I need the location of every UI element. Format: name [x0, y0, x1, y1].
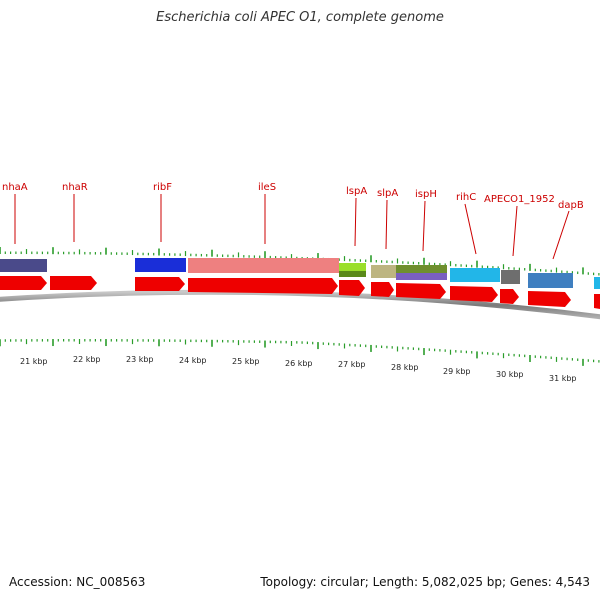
gene-arrow-ileS[interactable]: [188, 278, 338, 294]
kbp-label-28: 28 kbp: [391, 363, 419, 372]
gene-label-leaders: [14, 194, 570, 260]
feature-lspA-b[interactable]: [339, 271, 366, 277]
feature-nhaA[interactable]: [0, 259, 47, 272]
gene-label-nhaA[interactable]: nhaA: [2, 182, 28, 193]
gene-arrow-nhaR[interactable]: [50, 276, 97, 290]
feature-edge[interactable]: [594, 277, 600, 289]
feature-lspA[interactable]: [339, 263, 366, 271]
genome-info-label: Topology: circular; Length: 5,082,025 bp…: [260, 575, 590, 589]
gene-label-rihC[interactable]: rihC: [456, 192, 476, 203]
feature-dapB[interactable]: [528, 273, 573, 288]
gene-arrow-ispH[interactable]: [396, 283, 446, 299]
gene-arrow-rihC[interactable]: [450, 286, 498, 302]
gene-arrow-track: [0, 276, 600, 309]
kbp-label-25: 25 kbp: [232, 357, 260, 366]
gene-arrow-slpA[interactable]: [371, 282, 394, 297]
gene-arrow-dapB[interactable]: [528, 291, 571, 307]
gene-arrow-edge[interactable]: [594, 294, 600, 309]
gene-label-APECO1_1952[interactable]: APECO1_1952: [484, 194, 555, 205]
gene-arrow-APECO1_1952[interactable]: [500, 289, 519, 304]
feature-APECO1_1952[interactable]: [501, 270, 520, 284]
accession-label: Accession: NC_008563: [9, 575, 146, 589]
cog-feature-track: [0, 258, 600, 289]
gene-arrow-lspA[interactable]: [339, 280, 365, 296]
gene-labels: nhaA nhaR ribF ileS lspA slpA ispH rihC …: [2, 182, 584, 211]
map-title: Escherichia coli APEC O1, complete genom…: [156, 10, 444, 25]
feature-ispH[interactable]: [396, 265, 447, 273]
inner-tick-marks: [0, 339, 600, 366]
kbp-label-26: 26 kbp: [285, 359, 313, 368]
kbp-label-29: 29 kbp: [443, 367, 471, 376]
feature-ispH-b[interactable]: [396, 273, 447, 280]
gene-label-slpA[interactable]: slpA: [377, 188, 398, 199]
feature-ribF[interactable]: [135, 258, 186, 272]
gene-label-lspA[interactable]: lspA: [346, 186, 367, 197]
kbp-label-24: 24 kbp: [179, 356, 207, 365]
gene-label-ispH[interactable]: ispH: [415, 189, 437, 200]
gene-label-ileS[interactable]: ileS: [258, 182, 276, 193]
gene-label-ribF[interactable]: ribF: [153, 182, 172, 193]
kbp-scale-labels: 21 kbp 22 kbp 23 kbp 24 kbp 25 kbp 26 kb…: [20, 355, 577, 383]
kbp-label-23: 23 kbp: [126, 355, 154, 364]
feature-slpA[interactable]: [371, 265, 396, 278]
kbp-label-27: 27 kbp: [338, 360, 366, 369]
kbp-label-31: 31 kbp: [549, 374, 577, 383]
gene-arrow-ribF[interactable]: [135, 277, 185, 291]
feature-ileS[interactable]: [188, 258, 339, 273]
kbp-label-22: 22 kbp: [73, 355, 101, 364]
gene-arrow-nhaA[interactable]: [0, 276, 47, 290]
gene-label-nhaR[interactable]: nhaR: [62, 182, 88, 193]
feature-rihC[interactable]: [450, 268, 500, 282]
kbp-label-21: 21 kbp: [20, 357, 48, 366]
gene-label-dapB[interactable]: dapB: [558, 200, 584, 211]
kbp-label-30: 30 kbp: [496, 370, 524, 379]
